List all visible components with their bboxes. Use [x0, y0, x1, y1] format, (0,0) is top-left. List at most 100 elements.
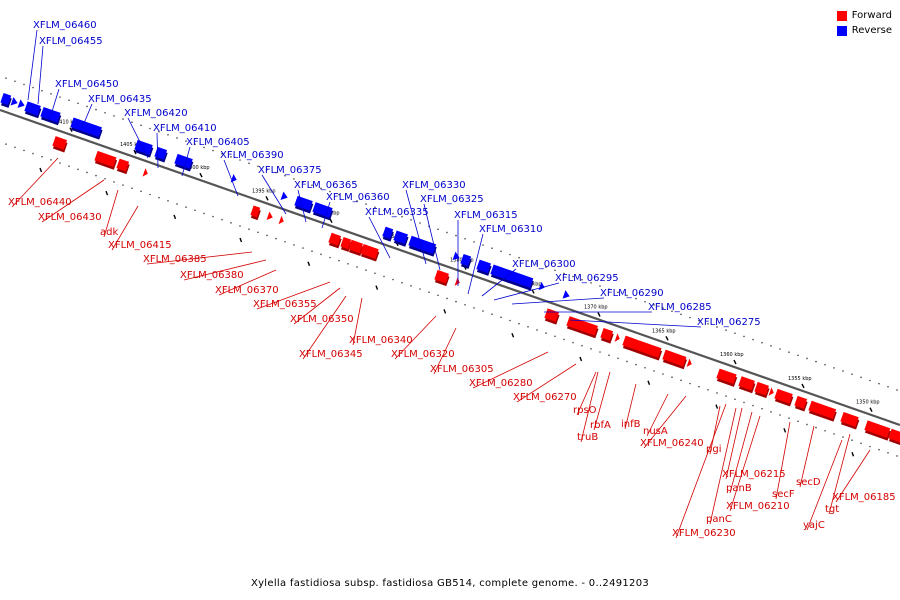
- forward-gene[interactable]: [250, 205, 262, 221]
- forward-gene[interactable]: [662, 349, 688, 370]
- reverse-gene-label[interactable]: XFLM_06290: [511, 288, 664, 305]
- reverse-gene[interactable]: [294, 195, 315, 214]
- forward-gene[interactable]: [864, 420, 892, 441]
- reverse-gene[interactable]: [70, 117, 104, 140]
- reverse-gene[interactable]: [10, 96, 20, 107]
- forward-gene[interactable]: [686, 358, 694, 369]
- forward-gene-label[interactable]: XFLM_06415: [108, 205, 172, 251]
- forward-gene-label[interactable]: XFLM_06210: [726, 415, 790, 512]
- forward-gene[interactable]: [142, 168, 150, 178]
- reverse-gene[interactable]: [174, 153, 195, 172]
- reverse-gene[interactable]: [24, 101, 43, 119]
- forward-gene-label[interactable]: rbfA: [590, 371, 611, 431]
- forward-gene-label[interactable]: rpsO: [573, 371, 597, 416]
- forward-gene-label[interactable]: secF: [772, 421, 795, 500]
- reverse-gene-label[interactable]: XFLM_06360: [321, 192, 390, 229]
- forward-gene[interactable]: [94, 150, 118, 170]
- forward-gene-label[interactable]: XFLM_06345: [299, 295, 363, 360]
- forward-gene-label[interactable]: XFLM_06305: [430, 327, 494, 375]
- forward-gene-label[interactable]: XFLM_06370: [215, 269, 279, 296]
- forward-gene-label[interactable]: XFLM_06270: [513, 363, 577, 403]
- reverse-gene-label[interactable]: XFLM_06435: [81, 94, 152, 129]
- forward-gene[interactable]: [434, 269, 451, 287]
- forward-gene-label[interactable]: XFLM_06230: [672, 403, 736, 539]
- reverse-gene[interactable]: [280, 191, 290, 201]
- reverse-gene-label[interactable]: XFLM_06275: [569, 317, 761, 328]
- forward-gene[interactable]: [794, 395, 809, 412]
- forward-gene[interactable]: [566, 316, 600, 339]
- forward-gene[interactable]: [278, 215, 286, 226]
- forward-gene[interactable]: [360, 243, 381, 262]
- reverse-gene-label[interactable]: XFLM_06390: [220, 150, 284, 197]
- reverse-gene-label[interactable]: XFLM_06300: [481, 259, 576, 297]
- forward-gene[interactable]: [116, 158, 131, 175]
- reverse-gene-label[interactable]: XFLM_06335: [365, 207, 429, 259]
- forward-gene-label[interactable]: XFLM_06320: [391, 315, 455, 360]
- forward-gene-label[interactable]: tgt: [825, 433, 851, 515]
- forward-gene-label[interactable]: panC: [706, 407, 737, 525]
- forward-gene[interactable]: [774, 388, 795, 407]
- forward-gene-label[interactable]: XFLM_06380: [180, 259, 267, 281]
- reverse-gene[interactable]: [460, 253, 473, 269]
- forward-gene[interactable]: [348, 239, 365, 257]
- forward-gene[interactable]: [266, 211, 275, 222]
- forward-gene[interactable]: [454, 277, 462, 287]
- reverse-gene-label[interactable]: XFLM_06315: [454, 210, 518, 286]
- forward-gene-label[interactable]: XFLM_06355: [253, 281, 331, 310]
- forward-gene[interactable]: [768, 387, 776, 397]
- reverse-gene[interactable]: [490, 264, 535, 291]
- forward-gene-label[interactable]: XFLM_06430: [38, 179, 105, 223]
- reverse-gene[interactable]: [40, 106, 63, 126]
- reverse-gene-label[interactable]: XFLM_06365: [294, 180, 358, 223]
- reverse-gene[interactable]: [382, 226, 395, 242]
- scale-tick-label: 1410 kbp: [56, 120, 80, 126]
- forward-gene-label[interactable]: XFLM_06280: [469, 351, 549, 389]
- reverse-gene[interactable]: [562, 290, 572, 300]
- reverse-gene[interactable]: [476, 259, 493, 276]
- forward-gene[interactable]: [840, 411, 861, 430]
- reverse-gene[interactable]: [17, 99, 27, 109]
- forward-gene[interactable]: [716, 368, 739, 387]
- forward-gene-label[interactable]: nusA: [643, 393, 669, 437]
- reverse-gene-label[interactable]: XFLM_06285: [544, 302, 712, 313]
- forward-gene-label[interactable]: XFLM_06340: [349, 297, 413, 346]
- forward-gene[interactable]: [614, 333, 622, 343]
- forward-gene-label[interactable]: truB: [577, 371, 599, 443]
- reverse-gene[interactable]: [408, 235, 438, 257]
- forward-gene-label[interactable]: XFLM_06240: [640, 395, 704, 449]
- reverse-gene-label[interactable]: XFLM_06295: [493, 273, 619, 301]
- reverse-gene-label[interactable]: XFLM_06460: [27, 20, 97, 101]
- forward-gene[interactable]: [600, 327, 615, 344]
- forward-gene-label[interactable]: infB: [621, 383, 641, 430]
- reverse-gene-label[interactable]: XFLM_06455: [37, 36, 103, 105]
- forward-gene-label[interactable]: XFLM_06215: [722, 407, 786, 480]
- forward-gene-label[interactable]: pgi: [706, 405, 721, 455]
- forward-gene[interactable]: [754, 381, 771, 399]
- forward-gene-label[interactable]: XFLM_06440: [8, 157, 72, 208]
- reverse-gene-label[interactable]: XFLM_06330: [402, 180, 466, 265]
- reverse-gene-label[interactable]: XFLM_06405: [181, 137, 250, 177]
- forward-gene[interactable]: [328, 232, 343, 249]
- forward-gene[interactable]: [544, 308, 561, 325]
- reverse-gene-label[interactable]: XFLM_06375: [258, 165, 322, 215]
- reverse-gene-label[interactable]: XFLM_06410: [153, 123, 217, 169]
- forward-gene-label[interactable]: XFLM_06185: [832, 449, 896, 503]
- reverse-gene-label[interactable]: XFLM_06420: [124, 108, 188, 159]
- forward-gene-label[interactable]: XFLM_06385: [143, 251, 253, 265]
- forward-gene[interactable]: [622, 335, 663, 361]
- reverse-gene[interactable]: [0, 92, 13, 108]
- reverse-gene[interactable]: [154, 146, 169, 163]
- reverse-gene-label[interactable]: XFLM_06310: [467, 224, 543, 295]
- forward-gene[interactable]: [738, 376, 757, 394]
- reverse-gene[interactable]: [312, 202, 335, 221]
- forward-gene-label[interactable]: adk: [100, 189, 118, 238]
- reverse-gene-label[interactable]: XFLM_06450: [49, 79, 119, 119]
- forward-gene-label[interactable]: panB: [726, 411, 753, 494]
- reverse-gene[interactable]: [393, 230, 410, 247]
- forward-gene[interactable]: [808, 400, 838, 422]
- reverse-gene-label[interactable]: XFLM_06325: [420, 194, 484, 271]
- forward-gene-label[interactable]: XFLM_06350: [290, 287, 354, 325]
- forward-gene[interactable]: [52, 136, 69, 153]
- forward-gene-label[interactable]: secD: [796, 425, 821, 488]
- forward-gene-label[interactable]: yajC: [803, 439, 843, 531]
